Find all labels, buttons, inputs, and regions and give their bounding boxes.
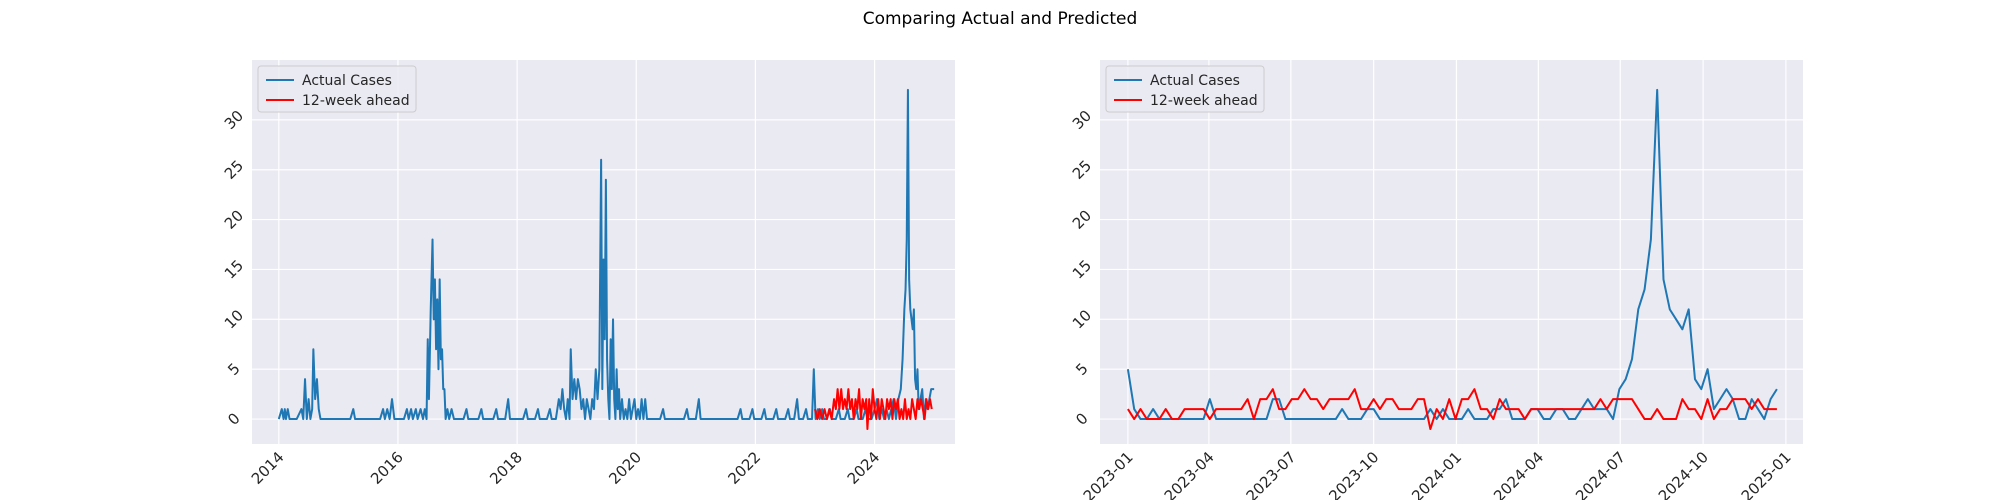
series-group — [1126, 88, 1778, 431]
y-tick-label: 30 — [1069, 107, 1095, 133]
legend-frame — [1105, 65, 1265, 113]
x-tick-label: 2024-10 — [1655, 448, 1712, 500]
x-tick-label: 2023-07 — [1243, 448, 1300, 500]
left-chart-panel: 0 5 10 15 20 25 30 2014 2016 2018 2020 2022 2024 Actu… — [221, 60, 955, 488]
y-tick-label: 5 — [1072, 359, 1091, 378]
y-tick-label: 25 — [221, 157, 247, 183]
y-tick-label: 10 — [221, 306, 247, 332]
x-tick-label: 2024-01 — [1408, 448, 1465, 500]
legend-label: 12-week ahead — [1150, 93, 1258, 109]
legend: Actual Cases 12-week ahead — [257, 65, 417, 113]
x-tick-label: 2022 — [725, 448, 765, 488]
series-line-12-week-ahead — [814, 388, 933, 431]
y-tick-label: 0 — [224, 409, 243, 428]
legend: Actual Cases 12-week ahead — [1105, 65, 1265, 113]
legend-label: 12-week ahead — [302, 93, 410, 109]
x-tick-label: 2024-04 — [1490, 448, 1547, 500]
y-tick-label: 15 — [1069, 256, 1095, 282]
y-tick-label: 20 — [1069, 206, 1095, 232]
x-tick-label: 2023-01 — [1080, 448, 1137, 500]
plot-area — [1100, 60, 1803, 444]
y-tick-label: 25 — [1069, 157, 1095, 183]
x-tick-label: 2016 — [367, 448, 407, 488]
x-tick-label: 2023-04 — [1161, 448, 1218, 500]
x-tick-label: 2018 — [486, 448, 526, 488]
plot-area — [252, 60, 955, 444]
x-tick-label: 2014 — [248, 448, 288, 488]
y-tick-label: 0 — [1072, 409, 1091, 428]
legend-label: Actual Cases — [1150, 73, 1240, 89]
x-tick-label: 2020 — [605, 448, 645, 488]
x-tick-label: 2023-10 — [1325, 448, 1382, 500]
y-tick-label: 15 — [221, 256, 247, 282]
series-line-actual-cases — [1126, 88, 1778, 421]
x-tick-label: 2024 — [844, 448, 884, 488]
right-chart-panel: 0 5 10 15 20 25 30 2023-01 2023-04 2023-07 2023-10… — [1069, 60, 1803, 500]
legend-frame — [257, 65, 417, 113]
legend-label: Actual Cases — [302, 73, 392, 89]
x-tick-label: 2025-01 — [1738, 448, 1795, 500]
y-tick-label: 20 — [221, 206, 247, 232]
x-tick-label: 2024-07 — [1572, 448, 1629, 500]
y-tick-label: 30 — [221, 107, 247, 133]
y-tick-label: 5 — [224, 359, 243, 378]
y-tick-label: 10 — [1069, 306, 1095, 332]
series-group — [277, 88, 935, 431]
figure-title: Comparing Actual and Predicted — [863, 9, 1138, 29]
series-line-12-week-ahead — [1127, 388, 1777, 431]
